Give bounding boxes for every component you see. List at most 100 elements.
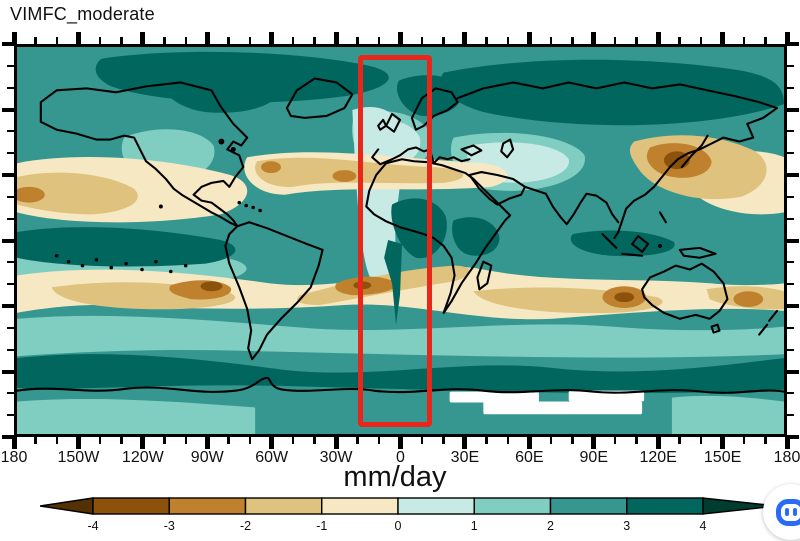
tick-mark bbox=[356, 37, 359, 44]
tick-mark bbox=[506, 437, 510, 444]
tick-mark bbox=[140, 32, 146, 44]
tick-mark bbox=[462, 437, 468, 449]
tick-mark bbox=[398, 437, 403, 449]
tick-mark bbox=[787, 64, 794, 67]
tick-mark bbox=[787, 435, 799, 439]
tick-mark bbox=[787, 173, 799, 177]
colorbar-segment bbox=[473, 497, 552, 515]
tick-mark bbox=[75, 437, 81, 449]
tick-mark bbox=[787, 238, 799, 243]
tick-mark bbox=[787, 304, 799, 308]
colorbar-tick-label: -3 bbox=[164, 519, 175, 533]
tick-mark bbox=[787, 42, 799, 46]
missing-data-patch bbox=[449, 391, 539, 403]
tick-mark bbox=[269, 437, 275, 449]
tick-mark bbox=[377, 437, 381, 444]
tick-mark bbox=[485, 37, 488, 44]
tick-mark bbox=[2, 435, 14, 439]
tick-mark bbox=[7, 326, 14, 329]
tick-mark bbox=[333, 437, 339, 449]
tick-mark bbox=[7, 283, 14, 286]
tick-mark bbox=[787, 130, 794, 133]
missing-data-patch bbox=[483, 401, 643, 415]
tick-mark bbox=[764, 37, 767, 44]
assistant-extension-icon[interactable] bbox=[763, 484, 800, 540]
tick-mark bbox=[7, 392, 14, 395]
tick-mark bbox=[787, 414, 794, 417]
x-axis-tick-label: 180 bbox=[0, 449, 28, 466]
tick-mark bbox=[7, 414, 14, 417]
tick-mark bbox=[7, 86, 14, 89]
tick-mark bbox=[248, 437, 252, 444]
colorbar-units-label: mm/day bbox=[343, 461, 447, 493]
tick-mark bbox=[784, 437, 790, 449]
tick-mark bbox=[787, 283, 794, 286]
colorbar-segment bbox=[92, 497, 170, 515]
colorbar-tick-label: 1 bbox=[471, 519, 478, 533]
tick-mark bbox=[2, 304, 14, 308]
colorbar-tick-label: -1 bbox=[316, 519, 327, 533]
tick-mark bbox=[2, 173, 14, 177]
tick-mark bbox=[787, 107, 799, 112]
tick-mark bbox=[462, 32, 468, 44]
tick-mark bbox=[635, 437, 638, 444]
tick-mark bbox=[787, 152, 794, 155]
colorbar-tick-label: -4 bbox=[87, 519, 98, 533]
tick-mark bbox=[506, 37, 510, 44]
colorbar: -4 -3 -2 -1 0 1 2 3 4 bbox=[40, 497, 778, 533]
colorbar-segment bbox=[321, 497, 399, 515]
colorbar-right-arrow bbox=[702, 497, 778, 515]
tick-mark bbox=[699, 437, 703, 444]
colorbar-left-arrow bbox=[40, 497, 94, 515]
tick-mark bbox=[787, 348, 794, 351]
colorbar-tick-label: 0 bbox=[395, 519, 402, 533]
tick-mark bbox=[420, 437, 424, 444]
tick-mark bbox=[204, 437, 210, 449]
tick-mark bbox=[787, 86, 794, 89]
x-axis-tick-label: 180 bbox=[773, 449, 800, 466]
tick-mark bbox=[485, 437, 488, 444]
tick-mark bbox=[163, 37, 166, 44]
tick-mark bbox=[442, 37, 445, 44]
outlet-face-icon bbox=[776, 498, 800, 526]
tick-mark bbox=[7, 348, 14, 351]
tick-mark bbox=[163, 437, 166, 444]
tick-mark bbox=[7, 64, 14, 67]
tick-mark bbox=[655, 32, 661, 44]
tick-mark bbox=[269, 32, 275, 44]
tick-mark bbox=[784, 32, 790, 44]
x-axis-tick-label: 120W bbox=[121, 449, 164, 466]
tick-mark bbox=[549, 37, 553, 44]
colorbar-segment bbox=[244, 497, 323, 515]
tick-mark bbox=[787, 392, 794, 395]
tick-mark bbox=[140, 437, 146, 449]
colorbar-tick-label: -2 bbox=[240, 519, 251, 533]
tick-mark bbox=[2, 107, 14, 112]
x-axis-tick-label: 0 bbox=[396, 449, 405, 466]
tick-mark bbox=[333, 32, 339, 44]
tick-mark bbox=[55, 37, 59, 44]
tick-mark bbox=[613, 437, 617, 444]
tick-mark bbox=[720, 437, 726, 449]
tick-mark bbox=[571, 37, 574, 44]
tick-mark bbox=[635, 37, 638, 44]
tick-mark bbox=[7, 195, 14, 198]
tick-mark bbox=[720, 32, 726, 44]
x-axis-tick-label: 30W bbox=[319, 449, 353, 466]
tick-mark bbox=[787, 261, 794, 264]
tick-mark bbox=[2, 369, 14, 374]
tick-mark bbox=[420, 37, 424, 44]
tick-mark bbox=[291, 437, 295, 444]
x-axis-tick-label: 90W bbox=[190, 449, 224, 466]
tick-mark bbox=[184, 37, 188, 44]
tick-mark bbox=[98, 437, 102, 444]
tick-mark bbox=[2, 42, 14, 46]
tick-mark bbox=[313, 437, 316, 444]
highlight-region-box[interactable] bbox=[358, 55, 432, 427]
tick-mark bbox=[699, 37, 703, 44]
tick-mark bbox=[204, 32, 210, 44]
tick-mark bbox=[34, 437, 37, 444]
tick-mark bbox=[526, 32, 532, 44]
tick-mark bbox=[787, 369, 799, 374]
tick-mark bbox=[7, 152, 14, 155]
